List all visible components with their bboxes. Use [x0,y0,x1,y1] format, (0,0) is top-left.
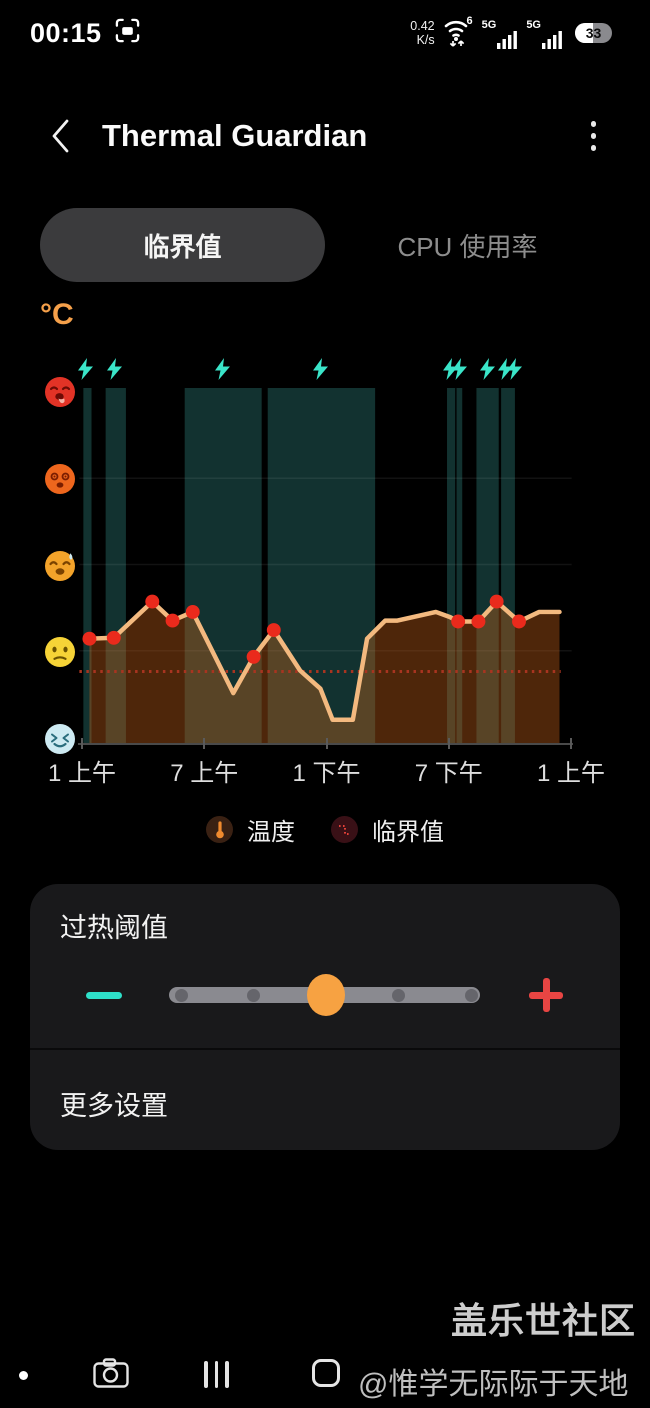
tab-bar: 临界值 CPU 使用率 [40,208,610,282]
lightning-icon [497,358,513,380]
minus-icon [86,991,122,999]
lightning-icon [506,358,522,380]
overheat-threshold-label: 过热阈值 [60,913,168,943]
app-header: Thermal Guardian [0,96,650,176]
wifi-icon: 6 [443,14,474,53]
series-area-fill [89,601,560,743]
data-point-marker [145,594,160,609]
temperature-line [87,599,562,722]
plus-icon [542,978,550,1012]
thermal-event-band [501,388,515,743]
slider-tick [174,988,188,1002]
tab-cpu-usage[interactable]: CPU 使用率 [397,231,538,262]
home-button[interactable] [312,1359,340,1387]
emoji-face-weary-amber [44,550,76,582]
threshold-slider-track[interactable] [169,974,480,1016]
legend-item: 温度 [206,812,295,847]
data-point-marker [185,604,200,619]
navigation-bar: @惟学无际际于天地 [0,1343,650,1408]
data-point-marker [165,613,180,628]
legend-label: 临界值 [372,819,444,846]
emoji-face-hot-orange [44,463,76,495]
temperature-chart: °C 1 上午 7 上午 1 下午 7 下午 1 上午 [0,290,650,795]
data-point-marker [471,614,486,629]
lightning-icon [442,358,458,380]
thermal-event-band [105,388,126,743]
threshold-slider-thumb[interactable] [307,974,345,1016]
decrease-threshold-button[interactable] [82,973,126,1017]
signal-bars-1: 5G [482,17,519,49]
recents-button[interactable] [204,1361,229,1388]
emoji-face-overheated-red [44,376,76,408]
legend-item: 临界值 [331,812,444,847]
data-point-marker [451,614,466,629]
network-speed: 0.42 K/s [410,19,435,47]
chart-canvas [79,388,572,743]
chart-legend: 温度 临界值 [0,812,650,847]
thermal-event-band [456,388,463,743]
status-bar: 00:15 0.42 K/s 6 [0,0,650,58]
back-button[interactable] [44,116,78,156]
data-point-marker [82,631,97,646]
battery-indicator: 33 [575,23,612,43]
battery-fill [575,23,593,43]
legend-label: 温度 [247,819,295,846]
lightning-icon [480,358,495,380]
slider-tick [464,988,478,1002]
x-axis-tick [325,738,328,749]
lightning-icon [312,358,328,380]
settings-card: 过热阈值 更多设置 [30,884,620,1150]
user-watermark: @惟学无际际于天地 [358,1368,629,1401]
x-axis-label: 7 下午 [414,760,483,787]
more-settings-row[interactable]: 更多设置 [30,1050,620,1150]
lightning-icon [215,358,231,380]
slider-tick [247,988,260,1002]
smart-capture-icon [114,17,141,49]
lightning-icon [77,358,93,380]
lightning-icon [107,358,123,380]
thermal-event-band [476,388,499,743]
svg-text:6: 6 [466,15,472,27]
thermal-event-band [447,388,456,743]
data-point-marker [106,630,121,645]
data-point-marker [489,594,504,609]
threshold-line-icon [331,816,358,843]
data-point-marker [266,623,281,637]
signal-bars-2: 5G [526,17,563,49]
emoji-face-relieved-blue [44,723,76,755]
x-axis-tick [447,738,450,749]
thermal-event-band [83,388,92,743]
x-axis-tick [81,738,83,749]
lightning-icon [451,358,467,380]
x-axis-label: 7 上午 [170,760,239,787]
x-axis-label: 1 上午 [47,760,116,787]
chart-plot-area [78,388,573,745]
more-settings-label: 更多设置 [60,1091,168,1121]
page-title: Thermal Guardian [102,118,368,153]
camera-icon[interactable] [93,1358,129,1394]
clock: 00:15 [30,17,102,48]
notification-dot-icon [19,1371,28,1380]
x-axis-tick [570,738,572,749]
data-point-marker [246,649,261,664]
x-axis-label: 1 下午 [292,760,361,787]
card-divider [30,1048,620,1050]
increase-threshold-button[interactable] [524,973,568,1017]
tab-threshold[interactable]: 临界值 [40,208,325,282]
thermal-event-band [184,388,262,743]
community-watermark: 盖乐世社区 [450,1300,636,1341]
x-axis-label: 1 上午 [536,760,605,787]
slider-tick [392,988,405,1002]
emoji-face-displeased-yellow [44,636,76,668]
data-point-marker [512,614,526,629]
kebab-menu-icon[interactable] [585,115,603,157]
y-axis-unit-label: °C [40,298,74,331]
thermometer-icon [206,816,233,843]
x-axis-tick [203,738,206,749]
